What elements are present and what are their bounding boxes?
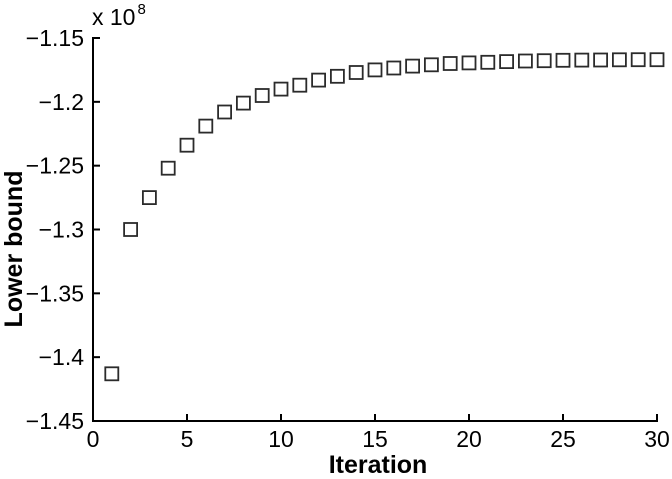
data-point-marker [217,104,233,120]
x-tick-label: 25 [550,426,576,452]
offset-exponent-text: 8 [137,1,145,18]
data-point-marker [160,160,176,176]
x-axis-label: Iteration [329,451,428,479]
data-point-marker [612,52,627,68]
data-point-marker [348,65,364,80]
data-point-marker [329,68,345,84]
data-point-marker [235,95,251,111]
data-point-marker [555,52,571,68]
axis-spines [92,37,658,422]
data-point-marker [405,58,421,74]
tick-label-layer: 0 5 10 15 20 25 30 −1.45 −1.4 −1.35 −1.3 −1.25 −1.2 −… [26,25,670,452]
y-tick-label: −1.3 [39,217,84,243]
data-point-marker [630,52,646,68]
data-point-marker [518,53,533,69]
y-axis-label: Lower bound [0,171,28,328]
data-point-marker [254,88,270,103]
data-point-marker [536,53,552,69]
y-tick-label: −1.2 [39,89,84,115]
data-point-marker [273,81,289,97]
y-tick-label: −1.45 [26,408,84,434]
data-point-marker [198,118,214,134]
y-tick-label: −1.4 [39,344,85,370]
y-tick-label: −1.15 [26,25,84,51]
y-tick-label: −1.35 [26,280,84,306]
x-tick-label: 5 [181,426,194,452]
data-point-marker [311,72,327,88]
x-tick-label: 15 [362,426,388,452]
axes-layer [92,37,658,422]
y-axis-offset-label: x 10 8 [92,1,146,30]
data-point-marker [574,52,590,68]
data-marker-layer [104,52,665,382]
y-tick-label: −1.25 [26,153,84,179]
data-point-marker [593,52,608,68]
data-point-marker [141,190,157,206]
data-point-marker [649,52,665,68]
offset-multiplier-text: x 10 [92,4,135,30]
data-point-marker [179,137,195,153]
x-tick-label: 10 [268,426,294,452]
data-point-marker [442,56,458,71]
x-tick-label: 30 [644,426,670,452]
data-point-marker [461,55,477,71]
data-point-marker [499,54,515,69]
x-tick-label: 20 [456,426,482,452]
data-point-marker [480,54,496,70]
data-point-marker [104,366,120,382]
data-point-marker [123,222,138,237]
data-point-marker [367,62,383,78]
data-point-marker [423,57,439,73]
x-tick-label: 0 [87,426,100,452]
data-point-marker [292,77,308,93]
data-point-marker [386,60,402,76]
